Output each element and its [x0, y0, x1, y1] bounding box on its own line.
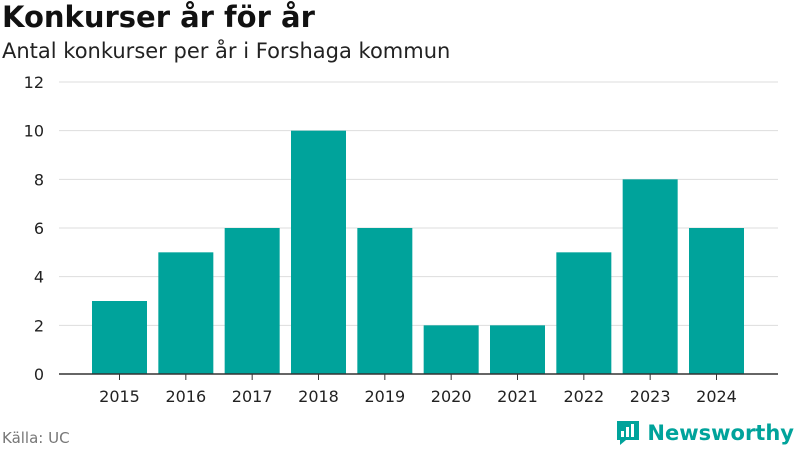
x-tick-label: 2020	[431, 387, 472, 406]
brand-name: Newsworthy	[647, 421, 794, 445]
x-tick-label: 2016	[165, 387, 206, 406]
y-tick-label: 10	[24, 122, 44, 141]
axes: 0 2 4 6 8 10 12 2015 2016 2017 2018 2019 2020 2021 202…	[24, 73, 778, 406]
chart-title: Konkurser år för år	[2, 0, 315, 34]
x-tick-label: 2017	[232, 387, 273, 406]
chart-subtitle: Antal konkurser per år i Forshaga kommun	[2, 39, 451, 63]
source-note: Källa: UC	[2, 429, 70, 447]
bar	[423, 325, 479, 374]
y-tick-label: 4	[34, 268, 44, 287]
bar	[291, 130, 346, 374]
bars	[92, 130, 744, 374]
bar	[556, 252, 612, 374]
brand-logo: Newsworthy	[615, 419, 794, 447]
y-tick-label: 0	[34, 365, 44, 384]
bar	[490, 325, 545, 374]
y-tick-label: 8	[34, 170, 44, 189]
x-tick-label: 2023	[630, 387, 671, 406]
x-tick-label: 2021	[497, 387, 538, 406]
x-tick-label: 2018	[298, 387, 339, 406]
x-tick-label: 2015	[99, 387, 140, 406]
x-tick-label: 2022	[563, 387, 604, 406]
bar	[224, 228, 280, 374]
y-tick-label: 2	[34, 316, 44, 335]
x-tick-label: 2024	[696, 387, 737, 406]
bar-chart-speech-icon	[617, 421, 640, 445]
bar	[622, 179, 678, 374]
x-tick-label: 2019	[364, 387, 405, 406]
bar	[92, 301, 147, 374]
bar	[689, 228, 744, 374]
y-tick-label: 6	[34, 219, 44, 238]
bar	[158, 252, 214, 374]
bar	[357, 228, 413, 374]
y-tick-label: 12	[24, 73, 44, 92]
